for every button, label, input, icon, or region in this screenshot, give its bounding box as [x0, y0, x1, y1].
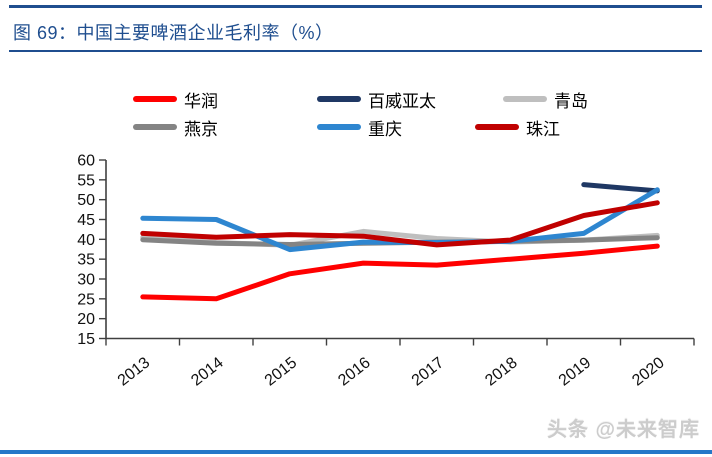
x-tick-label: 2013: [115, 354, 154, 389]
top-rule: [9, 5, 702, 8]
y-tick-label: 25: [77, 291, 95, 308]
x-tick-label: 2015: [262, 354, 301, 389]
y-tick-label: 30: [77, 272, 95, 289]
legend-label: 青岛: [554, 91, 588, 111]
y-tick-label: 20: [77, 311, 95, 328]
x-tick-label: 2014: [188, 354, 227, 389]
legend-label: 珠江: [526, 119, 560, 139]
legend-label: 百威亚太: [368, 91, 436, 111]
title-divider-rule: [9, 50, 702, 52]
legend-swatch: [475, 124, 519, 130]
series-line-百威亚太: [581, 182, 660, 194]
legend-label: 燕京: [184, 119, 218, 139]
legend-swatch: [133, 124, 177, 130]
x-tick-label: 2019: [556, 354, 595, 389]
x-tick-label: 2017: [409, 354, 448, 389]
legend-item-燕京: 燕京: [133, 116, 218, 139]
y-tick-label: 45: [77, 212, 95, 229]
bottom-rule: [0, 450, 712, 454]
x-tick-label: 2016: [335, 354, 374, 389]
y-tick-label: 40: [77, 232, 95, 249]
legend-swatch: [133, 96, 177, 102]
legend-swatch: [317, 124, 361, 130]
y-tick-label: 60: [77, 153, 95, 170]
y-tick-label: 55: [77, 172, 95, 189]
legend-item-百威亚太: 百威亚太: [317, 88, 436, 111]
series-line-珠江: [140, 200, 660, 248]
chart-legend: 华润 百威亚太 青岛燕京 重庆 珠江: [0, 0, 712, 140]
legend-item-青岛: 青岛: [503, 88, 588, 111]
legend-swatch: [317, 96, 361, 102]
y-tick-label: 50: [77, 192, 95, 209]
y-tick-label: 35: [77, 252, 95, 269]
legend-item-珠江: 珠江: [475, 116, 560, 139]
watermark: 头条 @未来智库: [546, 419, 700, 441]
legend-item-华润: 华润: [133, 88, 218, 111]
x-tick-label: 2020: [629, 354, 668, 389]
series-line-华润: [140, 243, 660, 302]
x-tick-label: 2018: [482, 354, 521, 389]
legend-label: 华润: [184, 91, 218, 111]
legend-swatch: [503, 96, 547, 102]
y-tick-label: 15: [77, 331, 95, 348]
figure-title: 图 69：中国主要啤酒企业毛利率（%）: [13, 23, 334, 43]
legend-label: 重庆: [368, 119, 402, 139]
legend-item-重庆: 重庆: [317, 116, 402, 139]
